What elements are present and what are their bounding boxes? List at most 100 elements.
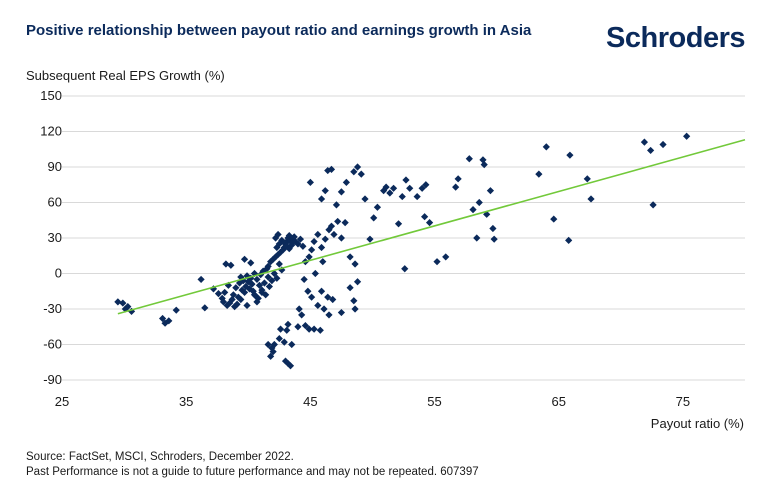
data-point xyxy=(284,359,292,368)
data-point xyxy=(382,183,390,191)
data-point xyxy=(119,299,127,307)
data-point xyxy=(227,261,235,269)
data-point xyxy=(237,295,245,304)
data-point xyxy=(270,269,278,278)
x-tick-labels: 25 35 45 55 65 75 xyxy=(55,394,690,409)
data-point xyxy=(269,348,277,356)
data-point xyxy=(288,340,296,349)
x-tick-label: 55 xyxy=(427,394,441,409)
data-point xyxy=(465,155,473,163)
data-point xyxy=(327,222,336,230)
data-point xyxy=(231,303,239,311)
data-point xyxy=(342,178,350,186)
data-point xyxy=(310,325,318,333)
data-point xyxy=(649,201,657,209)
data-point xyxy=(214,290,223,298)
trend-line-group xyxy=(117,139,746,315)
data-point xyxy=(442,253,450,261)
data-point xyxy=(640,138,649,146)
data-point xyxy=(288,239,296,247)
data-point xyxy=(218,294,226,302)
chart-title: Positive relationship between payout rat… xyxy=(26,22,532,39)
data-point xyxy=(264,262,272,270)
data-point xyxy=(301,321,309,330)
data-point xyxy=(296,235,305,243)
brand-logo: Schroders xyxy=(606,22,745,54)
data-point xyxy=(172,306,180,314)
data-point xyxy=(286,236,295,244)
data-point xyxy=(321,235,329,243)
data-point xyxy=(127,307,136,315)
data-point xyxy=(341,219,349,227)
data-point xyxy=(124,303,132,311)
data-point xyxy=(353,278,362,286)
data-point xyxy=(583,175,591,183)
data-point xyxy=(320,305,328,313)
data-point xyxy=(298,311,306,319)
data-point xyxy=(223,301,231,310)
data-point xyxy=(334,217,342,226)
data-point xyxy=(259,267,267,275)
data-point xyxy=(250,291,259,299)
data-point xyxy=(346,253,354,261)
data-point xyxy=(243,272,251,280)
data-point xyxy=(370,214,378,222)
data-point xyxy=(267,352,275,360)
data-point xyxy=(317,243,326,252)
y-tick-label: 150 xyxy=(40,88,62,103)
x-tick-label: 45 xyxy=(303,394,317,409)
source-line: Source: FactSet, MSCI, Schroders, Decemb… xyxy=(26,451,294,463)
data-point xyxy=(294,323,302,331)
data-point xyxy=(289,235,297,243)
data-point xyxy=(270,340,278,349)
data-point xyxy=(337,188,346,196)
data-point xyxy=(197,275,205,284)
data-point xyxy=(314,230,322,239)
data-point xyxy=(264,340,272,349)
data-point xyxy=(273,274,281,282)
data-point xyxy=(406,184,414,192)
data-point xyxy=(306,178,314,186)
data-point xyxy=(683,132,691,140)
data-point xyxy=(239,277,247,285)
data-point xyxy=(240,255,249,263)
data-point xyxy=(316,326,324,334)
data-point xyxy=(276,325,285,333)
disclaimer-line: Past Performance is not a guide to futur… xyxy=(26,466,479,478)
data-point xyxy=(209,285,218,293)
data-point xyxy=(295,305,303,313)
data-point xyxy=(158,314,167,323)
y-tick-label: 90 xyxy=(48,159,62,174)
data-point xyxy=(386,189,394,197)
data-point xyxy=(351,260,359,268)
data-point xyxy=(304,287,312,295)
data-point xyxy=(317,287,326,295)
data-point xyxy=(401,265,409,273)
data-point xyxy=(647,146,655,155)
data-point xyxy=(247,259,255,267)
data-point xyxy=(325,311,333,319)
y-tick-label: 30 xyxy=(48,230,62,245)
y-tick-label: -90 xyxy=(43,372,62,387)
data-point xyxy=(285,232,293,240)
data-point xyxy=(267,258,275,266)
data-point xyxy=(310,237,318,246)
data-point xyxy=(353,163,362,171)
data-point xyxy=(260,279,269,287)
data-point xyxy=(308,246,316,254)
data-point xyxy=(659,140,667,149)
data-point xyxy=(330,230,338,239)
data-point xyxy=(402,176,410,184)
data-point xyxy=(413,192,421,201)
data-point xyxy=(273,243,281,252)
data-point xyxy=(268,277,276,285)
x-tick-label: 75 xyxy=(676,394,690,409)
data-point xyxy=(285,245,293,253)
data-point xyxy=(422,181,430,189)
data-point xyxy=(324,293,332,301)
data-point xyxy=(262,291,270,299)
data-point xyxy=(233,300,241,308)
data-point xyxy=(290,233,298,241)
data-point xyxy=(234,293,242,301)
